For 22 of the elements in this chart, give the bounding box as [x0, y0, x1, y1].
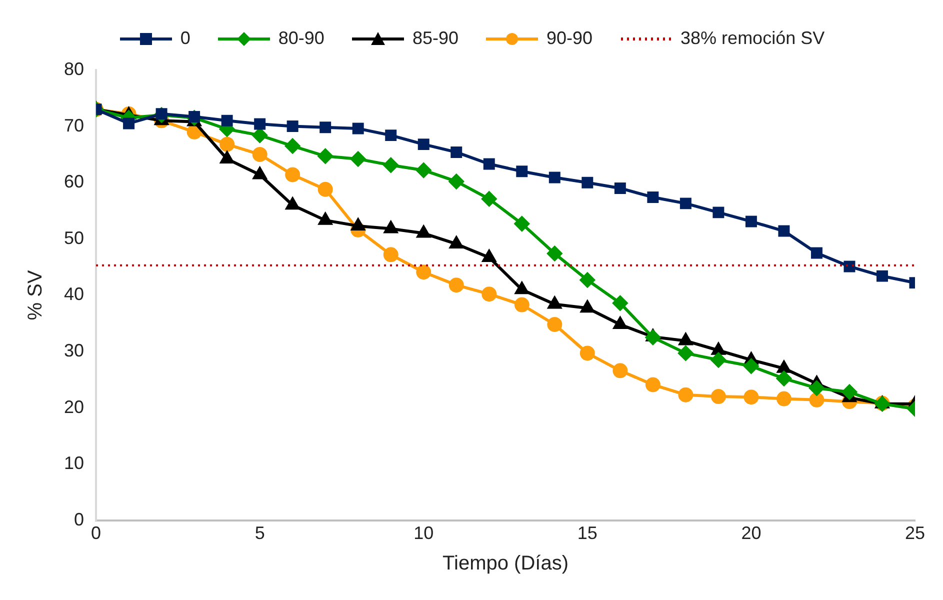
x-tick-label: 0 — [91, 523, 102, 544]
x-tick-label: 25 — [904, 523, 926, 544]
y-tick-label: 10 — [64, 453, 84, 474]
y-tick-label: 80 — [64, 58, 84, 79]
y-tick-label: 60 — [64, 172, 84, 192]
x-tick-label: 15 — [577, 523, 598, 544]
y-tick-label: 30 — [64, 340, 84, 360]
y-tick-label: 20 — [64, 396, 84, 417]
y-axis-title: % SV — [24, 270, 47, 320]
x-tick-label: 5 — [254, 523, 265, 544]
x-tick-label: 20 — [741, 523, 762, 544]
x-tick-label: 10 — [414, 523, 434, 544]
legend-label: 90-90 — [546, 28, 593, 49]
y-tick-label: 40 — [64, 284, 84, 304]
legend-label: 38% remoción SV — [680, 28, 825, 49]
y-tick-label: 70 — [64, 115, 84, 136]
legend-label: 80-90 — [278, 28, 324, 49]
legend-label: 0 — [180, 28, 190, 49]
y-tick-label: 0 — [74, 509, 84, 530]
y-tick-label: 50 — [64, 228, 84, 248]
legend-label: 85-90 — [412, 28, 458, 49]
x-axis-title: Tiempo (Días) — [442, 552, 568, 575]
